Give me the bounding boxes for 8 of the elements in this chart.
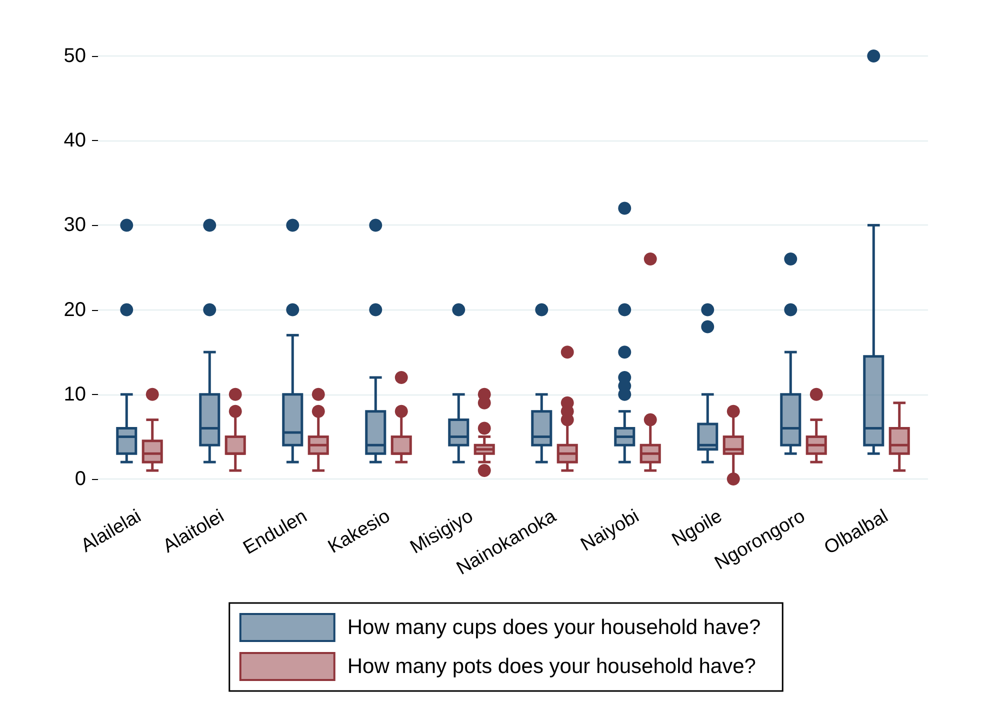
legend-label: How many pots does your household have? <box>347 655 756 678</box>
y-tick-label: 50 <box>64 45 86 67</box>
y-tick-label: 10 <box>64 383 86 406</box>
y-tick-label: 20 <box>64 298 86 321</box>
y-tick-label: 30 <box>64 214 86 236</box>
y-tick-label: 40 <box>64 130 86 152</box>
y-tick-label: 0 <box>74 468 86 490</box>
legend-label: How many cups does your household have? <box>347 616 761 639</box>
